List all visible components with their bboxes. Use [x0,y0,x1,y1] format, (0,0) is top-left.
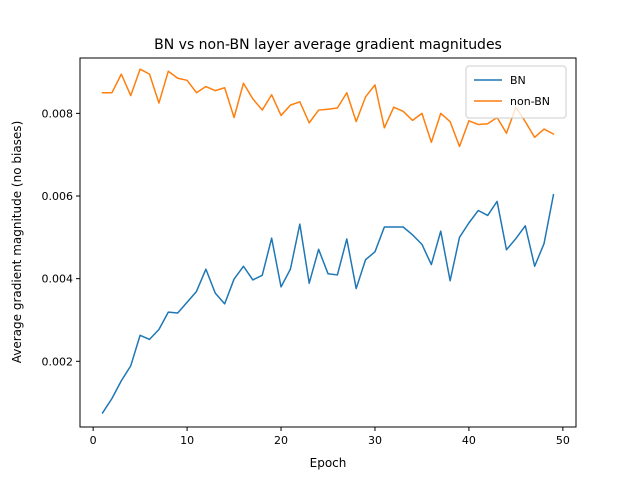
x-tick-label: 10 [180,434,194,447]
legend-box [465,65,567,119]
x-axis-label: Epoch [310,456,347,470]
x-tick-label: 30 [368,434,382,447]
x-tick-label: 0 [90,434,97,447]
plot-area [79,57,577,428]
y-tick-label: 0.004 [42,273,74,286]
y-axis-label: Average gradient magnitude (no biases) [10,121,24,364]
y-tick-label: 0.008 [42,107,74,120]
y-axis: 0.002 0.004 0.006 0.008 [42,107,80,368]
legend-label: non-BN [510,95,550,108]
series-line-bn [101,193,555,414]
series-line-non-bn [101,68,555,148]
chart-title: BN vs non-BN layer average gradient magn… [154,37,502,53]
legend-label: BN [510,74,526,87]
x-tick-label: 40 [462,434,476,447]
x-tick-label: 50 [556,434,570,447]
y-tick-label: 0.006 [42,190,74,203]
axes-frame [79,57,577,428]
x-axis: 0 10 20 30 40 50 [90,427,570,447]
x-tick-label: 20 [274,434,288,447]
series-layer [101,68,555,414]
y-tick-label: 0.002 [42,355,74,368]
legend: BN non-BN [465,65,567,119]
